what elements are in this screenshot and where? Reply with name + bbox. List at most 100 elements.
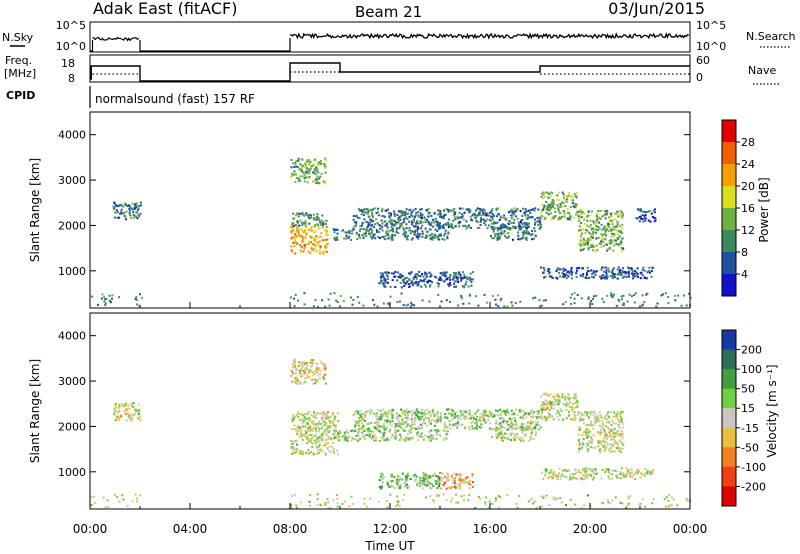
scatter-cell [126, 504, 129, 507]
scatter-cell [446, 426, 449, 429]
scatter-cell [290, 507, 293, 509]
scatter-cell [386, 439, 389, 442]
scatter-cell [494, 500, 497, 502]
scatter-cell [307, 418, 310, 421]
scatter-cell [606, 434, 609, 437]
scatter-cell [401, 419, 404, 422]
scatter-cell [600, 242, 603, 245]
scatter-cell [308, 452, 310, 455]
scatter-cell [619, 268, 622, 271]
scatter-cell [305, 170, 308, 173]
scatter-cell [398, 438, 401, 441]
scatter-cell [500, 439, 503, 442]
scatter-cell [319, 370, 322, 372]
scatter-cell [415, 414, 418, 417]
scatter-cell [421, 273, 424, 275]
scatter-cell [137, 409, 139, 412]
scatter-cell [464, 415, 467, 418]
scatter-cell [362, 424, 365, 427]
scatter-cell [630, 269, 633, 271]
scatter-cell [322, 431, 325, 434]
scatter-cell [386, 426, 389, 429]
scatter-cell [429, 495, 432, 498]
scatter-cell [622, 473, 625, 476]
scatter-cell [625, 475, 628, 478]
scatter-cell [460, 295, 463, 297]
scatter-cell [569, 476, 572, 479]
scatter-cell [396, 484, 399, 487]
scatter-cell [432, 434, 435, 437]
scatter-cell [124, 404, 127, 407]
scatter-cell [489, 421, 492, 424]
scatter-cell [361, 422, 364, 425]
scatter-cell [304, 221, 307, 224]
scatter-cell [474, 295, 477, 298]
scatter-cell [468, 409, 471, 412]
scatter-cell [425, 208, 428, 211]
scatter-cell [553, 498, 556, 501]
scatter-cell [439, 227, 442, 230]
scatter-cell [422, 418, 425, 421]
scatter-cell [667, 499, 670, 502]
scatter-cell [547, 206, 550, 209]
scatter-cell [443, 227, 446, 230]
scatter-cell [512, 412, 515, 415]
scatter-cell [378, 224, 381, 226]
scatter-cell [433, 212, 436, 215]
scatter-cell [579, 235, 582, 238]
scatter-cell [500, 430, 503, 433]
scatter-cell [308, 216, 310, 219]
scatter-cell [582, 243, 585, 246]
scatter-cell [552, 496, 555, 499]
scatter-cell [625, 467, 628, 470]
scatter-cell [572, 205, 575, 208]
scatter-cell [306, 364, 309, 367]
scatter-cell [628, 497, 631, 500]
scatter-cell [610, 438, 613, 441]
colorbar-swatch [722, 330, 736, 351]
scatter-cell [403, 481, 406, 484]
scatter-cell [488, 412, 491, 415]
scatter-cell [396, 301, 399, 303]
scatter-cell [328, 450, 331, 453]
scatter-cell [436, 230, 439, 232]
scatter-cell [437, 209, 440, 212]
scatter-cell [611, 294, 614, 297]
scatter-cell [368, 427, 370, 430]
scatter-cell [304, 213, 307, 216]
scatter-cell [533, 237, 535, 240]
scatter-cell [671, 496, 673, 499]
scatter-cell [303, 435, 306, 438]
scatter-cell [621, 474, 624, 477]
scatter-cell [479, 210, 482, 213]
scatter-cell [438, 482, 441, 485]
scatter-cell [565, 217, 568, 220]
scatter-cell [498, 219, 501, 221]
scatter-cell [518, 222, 521, 225]
scatter-cell [390, 480, 393, 483]
scatter-cell [324, 453, 327, 456]
scatter-cell [330, 425, 333, 428]
freq-unit: [MHz] [4, 67, 36, 80]
scatter-cell [399, 211, 402, 214]
scatter-cell [621, 270, 624, 272]
scatter-cell [371, 209, 374, 212]
scatter-cell [431, 236, 434, 239]
scatter-cell [294, 416, 296, 419]
scatter-cell [420, 432, 423, 435]
scatter-cell [597, 442, 600, 444]
scatter-cell [399, 487, 401, 489]
scatter-cell [313, 239, 316, 242]
scatter-cell [479, 498, 482, 501]
scatter-cell [329, 292, 332, 295]
scatter-cell [601, 419, 604, 422]
scatter-cell [386, 226, 389, 229]
scatter-cell [362, 237, 365, 240]
scatter-cell [579, 442, 581, 445]
scatter-cell [531, 230, 534, 232]
scatter-cell [445, 433, 448, 436]
scatter-cell [410, 281, 413, 283]
scatter-cell [325, 412, 328, 415]
scatter-cell [400, 408, 402, 411]
scatter-cell [421, 409, 424, 411]
